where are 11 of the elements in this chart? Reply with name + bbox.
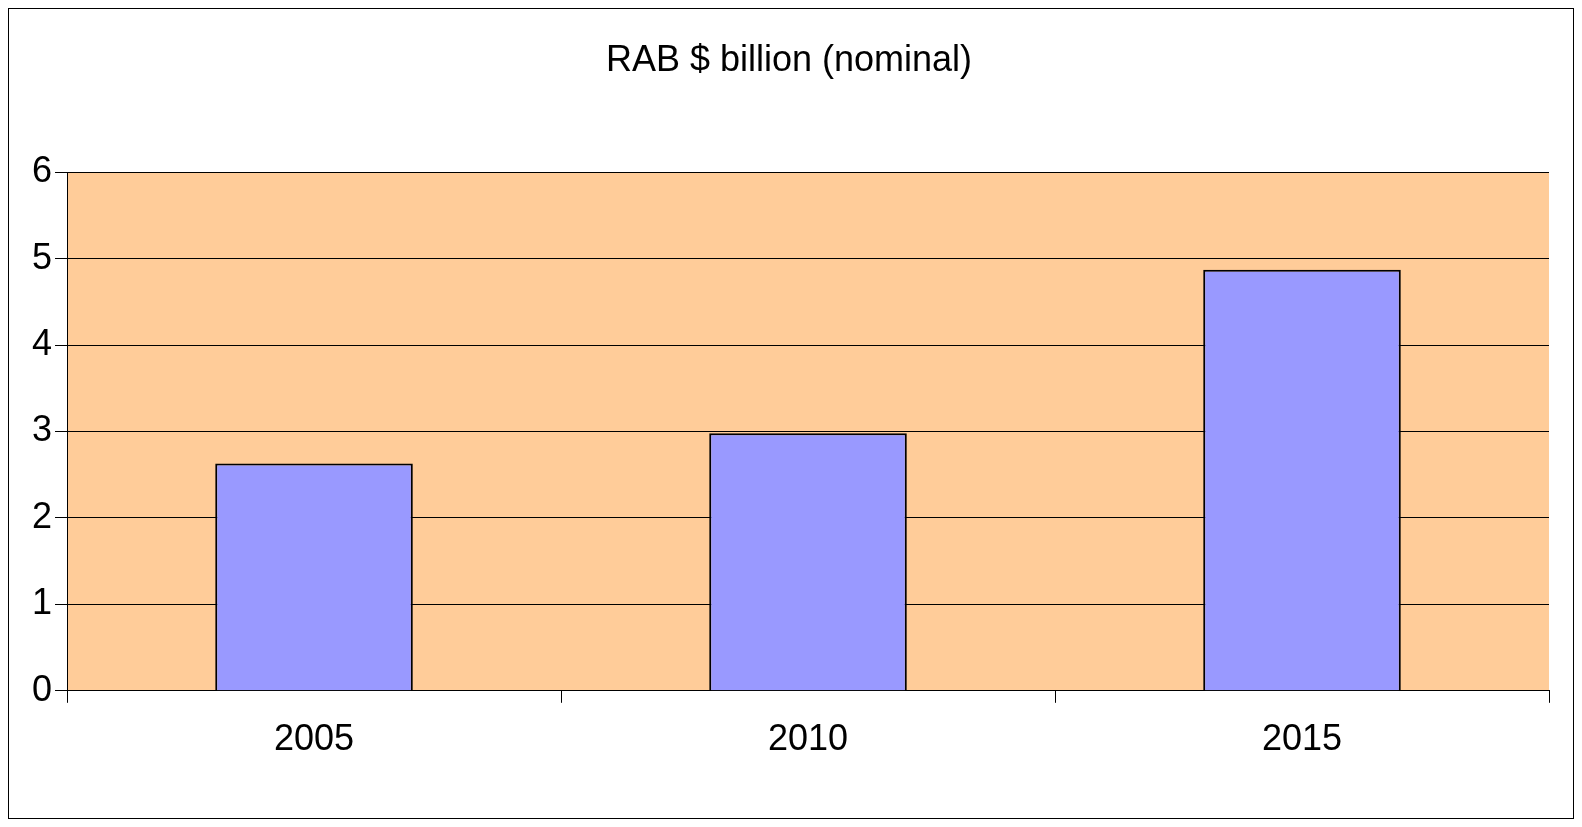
x-tick-label: 2015 [1261,717,1343,759]
y-tick-label: 4 [31,321,53,363]
x-tick-label: 2005 [273,717,355,759]
y-tick-label: 1 [31,581,53,623]
y-tick-label: 5 [31,235,53,277]
y-tick-label: 3 [31,408,53,450]
chart-title: RAB $ billion (nominal) [605,37,973,79]
y-tick-label: 6 [31,149,53,191]
y-tick-label: 2 [31,494,53,536]
y-tick-label: 0 [31,667,53,709]
x-tick-label: 2010 [767,717,849,759]
